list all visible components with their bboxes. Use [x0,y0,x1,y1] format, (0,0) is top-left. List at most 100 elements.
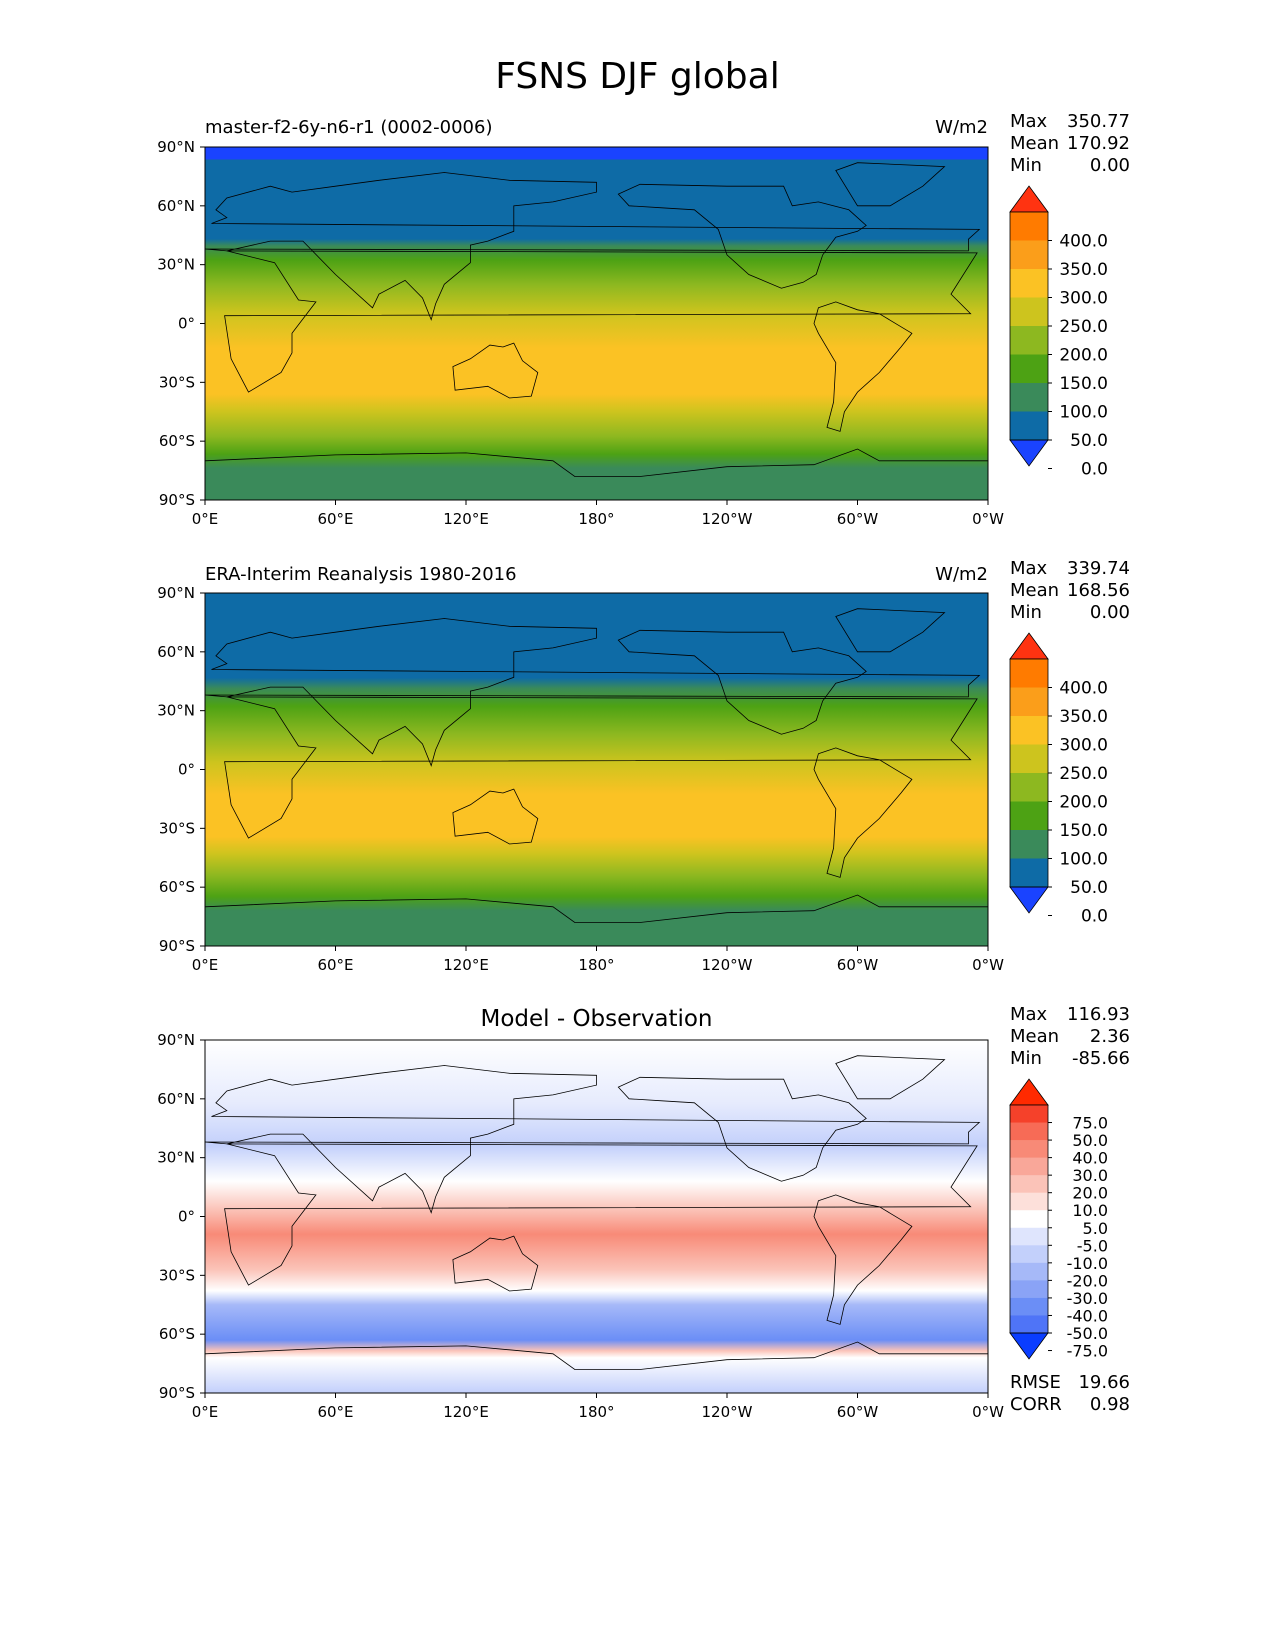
x-tick-label: 0°W [972,956,1004,974]
colorbar-label: -30.0 [1067,1289,1108,1308]
colorbar-extend-max [1009,185,1049,213]
colorbar-segment [1010,1262,1048,1281]
x-tick-label: 180° [578,956,614,974]
max-label: Max [1010,1004,1048,1025]
colorbar-label: -10.0 [1067,1254,1108,1273]
colorbar-segment [1010,1140,1048,1159]
x-tick-label: 120°E [443,956,489,974]
min-value: 0.00 [1089,602,1130,623]
colorbar-extend-min [1009,1332,1049,1360]
colorbar-label: 200.0 [1059,346,1108,366]
rmse-label: RMSE [1010,1372,1061,1393]
y-tick-label: 60°S [159,432,195,450]
y-tick-label: 60°N [157,643,195,661]
colorbar-segment [1010,858,1048,888]
mean-value: 170.92 [1067,133,1130,154]
x-tick-label: 0°W [972,1403,1004,1421]
x-tick-label: 0°E [192,510,219,528]
colorbar-label: -40.0 [1067,1306,1108,1325]
colorbar-label: -5.0 [1077,1236,1108,1255]
colorbar-label: 50.0 [1070,878,1108,898]
coastline-4 [617,1076,867,1182]
coastline-1 [224,1143,978,1286]
x-tick-label: 60°E [317,510,353,528]
coastline-6 [835,162,946,207]
colorbar-segment [1010,1105,1048,1124]
min-value: 0.00 [1089,155,1130,176]
colorbar-segment [1010,801,1048,831]
y-tick-label: 60°S [159,1325,195,1343]
colorbar-segment [1010,1122,1048,1141]
x-tick-label: 120°W [702,510,753,528]
colorbar-segment [1010,773,1048,802]
max-value: 339.74 [1067,558,1130,579]
colorbar-segment [1010,1192,1048,1211]
panel-1-title: master-f2-6y-n6-r1 (0002-0006) [205,117,493,138]
colorbar-label: 300.0 [1059,736,1108,756]
field-fill-panel-3 [205,1040,988,1393]
figure-title: FSNS DJF global [495,56,780,97]
coastline-5 [813,747,913,878]
y-tick-label: 0° [178,315,195,333]
x-tick-label: 60°E [317,956,353,974]
colorbar-label: 400.0 [1059,232,1108,252]
x-tick-label: 180° [578,510,614,528]
colorbar-segment [1010,354,1048,384]
colorbar-label: 40.0 [1072,1149,1108,1168]
colorbar-segment [1010,1297,1048,1316]
colorbar-segment [1010,326,1048,355]
y-tick-label: 60°S [159,878,195,896]
colorbar-label: 100.0 [1059,850,1108,870]
coastline-4 [617,629,867,735]
colorbar-segment [1010,1315,1048,1334]
colorbar-label: 350.0 [1059,707,1108,727]
x-tick-label: 180° [578,1403,614,1421]
field-fill-panel-2 [205,593,988,946]
colorbar-label: 400.0 [1059,679,1108,699]
colorbar-label: 75.0 [1072,1114,1108,1133]
colorbar-label: 100.0 [1059,403,1108,423]
y-tick-label: 30°S [159,819,195,837]
colorbar-segment [1010,383,1048,412]
y-tick-label: 0° [178,761,195,779]
colorbar-label: 150.0 [1059,374,1108,394]
colorbar-segment [1010,1245,1048,1264]
colorbar-label: 10.0 [1072,1201,1108,1220]
mean-value: 168.56 [1067,580,1130,601]
max-label: Max [1010,111,1048,132]
max-label: Max [1010,558,1048,579]
colorbar-label: 5.0 [1083,1219,1108,1238]
coastline-3 [452,788,539,845]
coastline-1 [224,250,978,393]
corr-value: 0.98 [1089,1394,1130,1415]
y-tick-label: 90°S [159,491,195,509]
coastline-2 [204,618,981,767]
x-tick-label: 0°W [972,510,1004,528]
colorbar-extend-max [1009,632,1049,660]
colorbar-segment [1010,1280,1048,1299]
colorbar-label: 50.0 [1070,431,1108,451]
coastline-1 [224,696,978,839]
coastline-2 [204,1065,981,1214]
panel-1-stats: Max 350.77 Mean 170.92 Min 0.00 [1010,111,1130,177]
colorbar-segment [1010,659,1048,688]
colorbar-segment [1010,1210,1048,1229]
colorbar-label: -75.0 [1067,1342,1108,1361]
colorbar-segment [1010,1227,1048,1246]
coastline-4 [617,183,867,289]
colorbar-segment [1010,411,1048,441]
colorbar-label: 20.0 [1072,1184,1108,1203]
y-tick-label: 30°N [157,702,195,720]
x-tick-label: 120°E [443,510,489,528]
x-tick-label: 60°W [837,510,879,528]
max-value: 350.77 [1067,111,1130,132]
coastline-5 [813,301,913,432]
y-tick-label: 90°S [159,937,195,955]
colorbar-segment [1010,269,1048,298]
x-tick-label: 60°W [837,1403,879,1421]
y-tick-label: 90°N [157,1031,195,1049]
min-label: Min [1010,155,1042,176]
y-tick-label: 60°N [157,1090,195,1108]
coastline-3 [452,1235,539,1292]
